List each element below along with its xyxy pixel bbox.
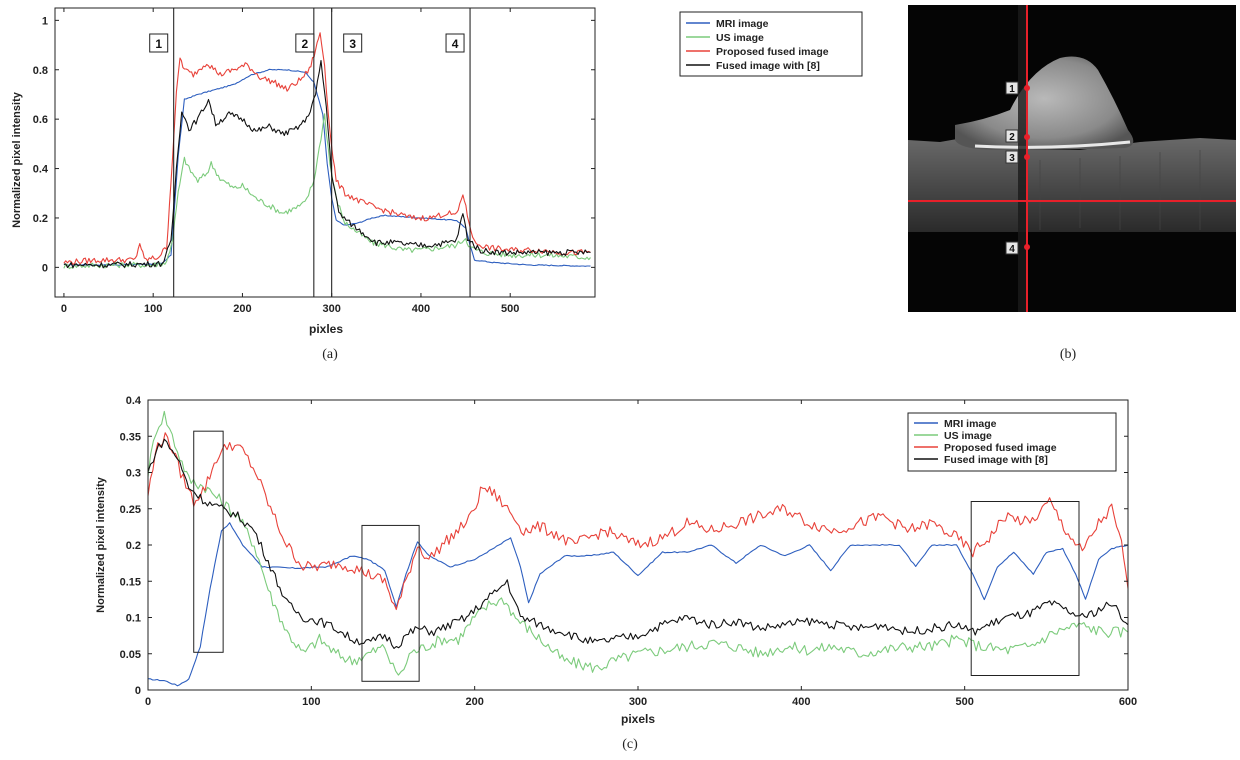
c-x-tick-label: 0 [145, 696, 151, 708]
a-y-tick-label: 0.8 [33, 65, 48, 77]
a-marker-label-1: 1 [155, 37, 162, 51]
svg-text:3: 3 [1009, 153, 1015, 164]
c-legend-label: MRI image [944, 418, 997, 430]
a-marker-label-3: 3 [349, 37, 356, 51]
chart-c-xlabel: pixels [621, 712, 655, 726]
a-marker-label-2: 2 [301, 37, 308, 51]
c-legend-label: US image [944, 430, 992, 442]
a-legend-label: Fused image with [8] [716, 60, 820, 72]
svg-text:2: 2 [1009, 132, 1015, 143]
c-highlight-box-3 [970, 501, 1080, 676]
chart-c-ylabel: Normalized pixel intensity [95, 476, 107, 613]
a-x-tick-label: 400 [412, 303, 430, 315]
c-y-tick-label: 0.3 [126, 468, 141, 480]
c-series-us-image-line [148, 410, 1128, 676]
chart-a-xlabel: pixles [309, 322, 343, 336]
a-x-tick-label: 200 [233, 303, 251, 315]
a-marker-label-4: 4 [452, 37, 459, 51]
c-legend-label: Proposed fused image [944, 442, 1057, 454]
c-series-mri-image-line [148, 522, 1128, 687]
chart-a: Normalized pixel intensity pixles 1 2 3 4 0… [11, 7, 863, 336]
ultrasound-image-b: 1 2 3 4 [908, 5, 1236, 312]
caption-a: (a) [322, 347, 338, 362]
c-x-tick-label: 100 [302, 696, 320, 708]
a-x-tick-label: 100 [144, 303, 162, 315]
a-marker-box-1 [149, 33, 169, 53]
chart-a-axes-frame [54, 7, 596, 298]
image-b-marker-4: 4 [1005, 241, 1019, 255]
a-legend-label: US image [716, 32, 764, 44]
c-x-tick-label: 400 [792, 696, 810, 708]
c-series-fused-image-with-8-line [148, 438, 1128, 649]
a-legend-label: MRI image [716, 18, 769, 30]
a-series-fused-image-with-8-line [63, 59, 591, 269]
caption-b: (b) [1060, 347, 1077, 362]
a-legend-label: Proposed fused image [716, 46, 829, 58]
c-x-tick-label: 200 [465, 696, 483, 708]
a-marker-box-3 [343, 33, 363, 53]
c-y-tick-label: 0.4 [126, 395, 142, 407]
caption-c: (c) [622, 737, 638, 752]
c-highlight-box-2 [361, 524, 420, 682]
c-series-proposed-fused-image-line [148, 432, 1128, 611]
chart-a-ylabel: Normalized pixel intensity [11, 91, 23, 228]
c-x-tick-label: 500 [955, 696, 973, 708]
image-b-marker-3: 3 [1005, 150, 1019, 164]
c-legend-label: Fused image with [8] [944, 454, 1048, 466]
c-y-tick-label: 0.05 [120, 649, 141, 661]
chart-c: Normalized pixel intensity pixels 0 100 20… [95, 395, 1137, 726]
c-y-tick-label: 0.15 [120, 576, 141, 588]
a-y-tick-label: 0.6 [33, 114, 48, 126]
a-y-tick-label: 0 [42, 262, 48, 274]
c-x-tick-label: 600 [1119, 696, 1137, 708]
a-y-tick-label: 0.2 [33, 213, 48, 225]
c-highlight-box-1 [193, 430, 224, 653]
c-y-tick-label: 0 [135, 685, 141, 697]
c-y-tick-label: 0.2 [126, 540, 141, 552]
c-y-tick-label: 0.25 [120, 504, 141, 516]
c-x-tick-label: 300 [629, 696, 647, 708]
c-y-tick-label: 0.1 [126, 613, 141, 625]
a-marker-box-2 [295, 33, 315, 53]
svg-text:4: 4 [1009, 244, 1015, 255]
a-y-tick-label: 0.4 [33, 164, 49, 176]
image-b-marker-1: 1 [1005, 81, 1019, 95]
a-x-tick-label: 500 [501, 303, 519, 315]
a-y-tick-label: 1 [42, 15, 48, 27]
a-series-us-image-line [63, 113, 591, 270]
a-x-tick-label: 300 [323, 303, 341, 315]
a-series-proposed-fused-image-line [63, 32, 591, 265]
svg-text:1: 1 [1009, 84, 1015, 95]
image-b-marker-2: 2 [1005, 129, 1019, 143]
chart-a-legend: MRI image US image Proposed fused image Fus… [679, 11, 863, 77]
a-x-tick-label: 0 [61, 303, 67, 315]
a-marker-box-4 [445, 33, 465, 53]
c-y-tick-label: 0.35 [120, 431, 141, 443]
